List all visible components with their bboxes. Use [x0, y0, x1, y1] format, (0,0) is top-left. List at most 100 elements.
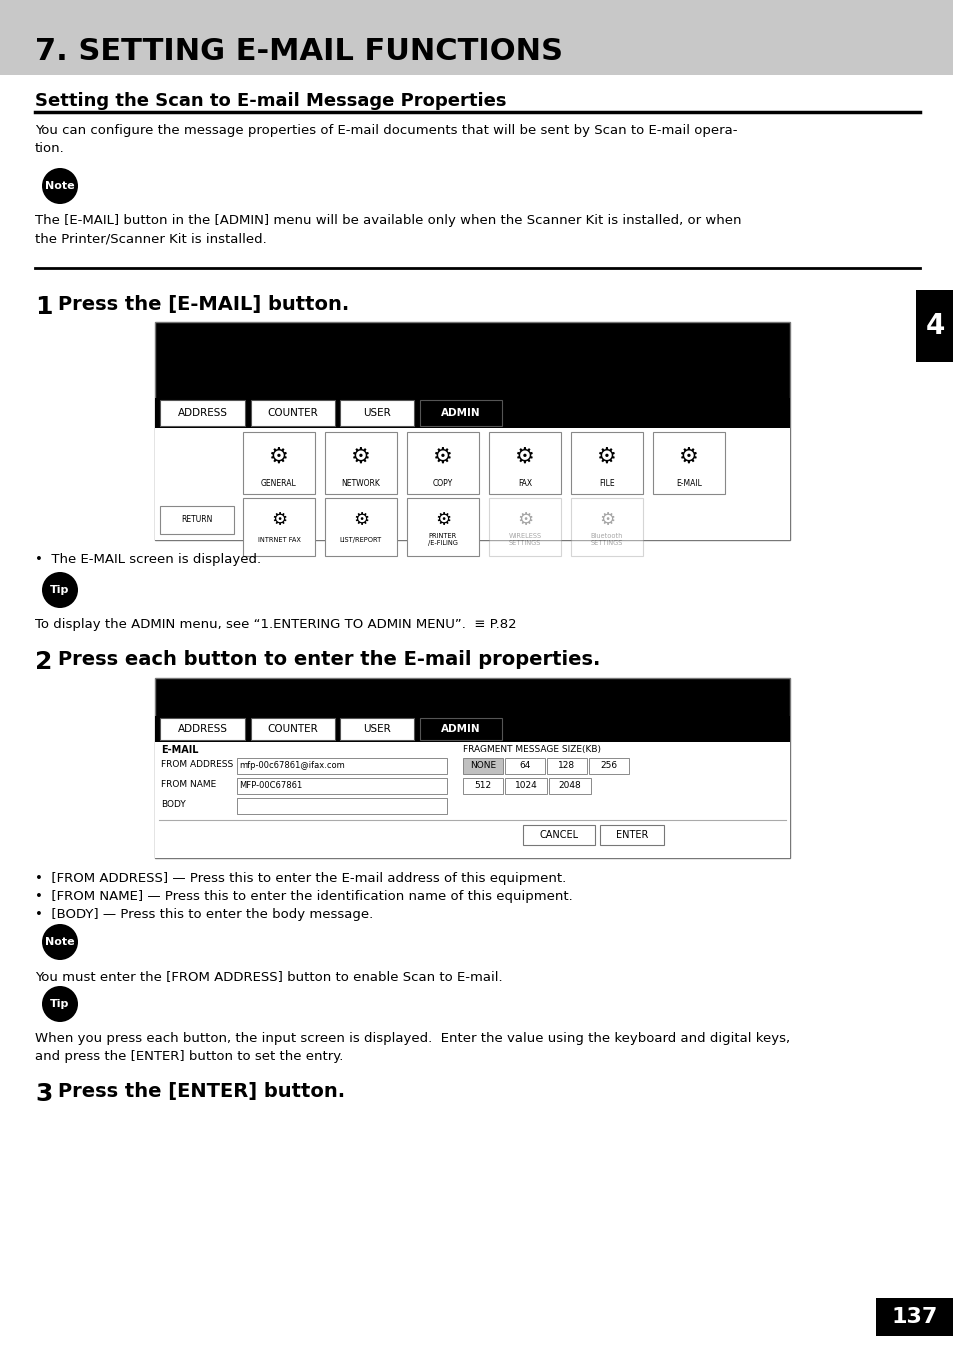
Text: NONE: NONE: [470, 762, 496, 771]
Text: ⚙: ⚙: [597, 446, 617, 466]
Bar: [154, 716, 789, 741]
Text: ⚙: ⚙: [435, 511, 451, 528]
Bar: [154, 741, 789, 857]
Text: 1024: 1024: [514, 782, 537, 790]
Text: •  [FROM NAME] — Press this to enter the identification name of this equipment.: • [FROM NAME] — Press this to enter the …: [35, 890, 572, 903]
Circle shape: [42, 985, 78, 1022]
Text: mfp-00c67861@ifax.com: mfp-00c67861@ifax.com: [239, 762, 344, 771]
Bar: [546, 758, 586, 774]
Text: INTRNET FAX: INTRNET FAX: [257, 537, 300, 543]
Text: Tip: Tip: [51, 585, 70, 594]
Text: To display the ADMIN menu, see “1.ENTERING TO ADMIN MENU”.  ≡ P.82: To display the ADMIN menu, see “1.ENTERI…: [35, 617, 517, 631]
Text: •  [BODY] — Press this to enter the body message.: • [BODY] — Press this to enter the body …: [35, 909, 373, 921]
Bar: [571, 431, 642, 493]
Text: and press the [ENTER] button to set the entry.: and press the [ENTER] button to set the …: [35, 1050, 343, 1064]
Bar: [236, 778, 447, 794]
Text: ⚙: ⚙: [598, 511, 615, 528]
Text: CANCEL: CANCEL: [538, 830, 578, 840]
Text: ⚙: ⚙: [517, 511, 533, 528]
Text: PRINTER
/E-FILING: PRINTER /E-FILING: [428, 534, 457, 546]
Bar: [462, 758, 502, 774]
Bar: [462, 778, 502, 794]
Bar: [0, 0, 953, 75]
Circle shape: [42, 572, 78, 608]
Bar: [548, 778, 590, 794]
Text: tion.: tion.: [35, 142, 65, 155]
Text: The [E-MAIL] button in the [ADMIN] menu will be available only when the Scanner : The [E-MAIL] button in the [ADMIN] menu …: [35, 214, 740, 226]
Text: ⚙: ⚙: [515, 446, 535, 466]
Circle shape: [42, 168, 78, 204]
Bar: [407, 431, 478, 493]
Text: 7. SETTING E-MAIL FUNCTIONS: 7. SETTING E-MAIL FUNCTIONS: [35, 38, 562, 66]
Text: You must enter the [FROM ADDRESS] button to enable Scan to E-mail.: You must enter the [FROM ADDRESS] button…: [35, 971, 502, 983]
Bar: [236, 758, 447, 774]
Bar: [325, 431, 396, 493]
Text: Note: Note: [45, 181, 74, 191]
Bar: [154, 398, 789, 429]
Text: the Printer/Scanner Kit is installed.: the Printer/Scanner Kit is installed.: [35, 232, 267, 245]
Bar: [571, 497, 642, 555]
Text: 2048: 2048: [558, 782, 580, 790]
Text: You can configure the message properties of E-mail documents that will be sent b: You can configure the message properties…: [35, 124, 737, 137]
Text: 128: 128: [558, 762, 575, 771]
Text: Bluetooth
SETTINGS: Bluetooth SETTINGS: [590, 534, 622, 546]
Bar: [652, 431, 724, 493]
Bar: [915, 290, 953, 363]
Text: ⚙: ⚙: [271, 511, 287, 528]
Bar: [243, 497, 314, 555]
Text: ADMIN: ADMIN: [440, 408, 480, 418]
Bar: [522, 825, 595, 845]
Bar: [160, 400, 245, 426]
Text: ADDRESS: ADDRESS: [177, 724, 227, 735]
Text: When you press each button, the input screen is displayed.  Enter the value usin: When you press each button, the input sc…: [35, 1033, 789, 1045]
Text: USER: USER: [363, 408, 391, 418]
Text: GENERAL: GENERAL: [261, 480, 296, 488]
Text: E-MAIL: E-MAIL: [161, 745, 198, 755]
Text: FAX: FAX: [517, 480, 532, 488]
Text: FROM NAME: FROM NAME: [161, 780, 216, 789]
Text: FROM ADDRESS: FROM ADDRESS: [161, 760, 233, 768]
Text: NETWORK: NETWORK: [341, 480, 380, 488]
Text: E-MAIL: E-MAIL: [676, 480, 701, 488]
Text: 512: 512: [474, 782, 491, 790]
Text: •  The E-MAIL screen is displayed.: • The E-MAIL screen is displayed.: [35, 553, 261, 566]
Text: FRAGMENT MESSAGE SIZE(KB): FRAGMENT MESSAGE SIZE(KB): [462, 745, 600, 754]
Bar: [599, 825, 663, 845]
Text: ⚙: ⚙: [679, 446, 699, 466]
Bar: [504, 778, 546, 794]
Circle shape: [42, 923, 78, 960]
Bar: [489, 431, 560, 493]
Text: ADMIN: ADMIN: [440, 724, 480, 735]
Text: ⚙: ⚙: [353, 511, 369, 528]
Bar: [875, 1298, 953, 1336]
Text: COPY: COPY: [433, 480, 453, 488]
Text: 137: 137: [891, 1308, 937, 1326]
Text: MFP-00C67861: MFP-00C67861: [239, 782, 302, 790]
Bar: [251, 718, 335, 740]
Text: Setting the Scan to E-mail Message Properties: Setting the Scan to E-mail Message Prope…: [35, 92, 506, 111]
Bar: [489, 497, 560, 555]
Bar: [251, 400, 335, 426]
Bar: [339, 400, 414, 426]
Bar: [154, 322, 789, 541]
Text: Press the [ENTER] button.: Press the [ENTER] button.: [58, 1082, 345, 1101]
Text: 3: 3: [35, 1082, 52, 1105]
Text: 4: 4: [924, 311, 943, 340]
Text: COUNTER: COUNTER: [268, 724, 318, 735]
Text: 64: 64: [518, 762, 530, 771]
Bar: [419, 718, 501, 740]
Text: RETURN: RETURN: [181, 515, 213, 524]
Text: ⚙: ⚙: [351, 446, 371, 466]
Bar: [407, 497, 478, 555]
Text: ⚙: ⚙: [433, 446, 453, 466]
Text: BODY: BODY: [161, 799, 186, 809]
Text: LIST/REPORT: LIST/REPORT: [339, 537, 382, 543]
Text: Note: Note: [45, 937, 74, 948]
Bar: [325, 497, 396, 555]
Bar: [588, 758, 628, 774]
Text: USER: USER: [363, 724, 391, 735]
Text: ⚙: ⚙: [269, 446, 289, 466]
Text: 2: 2: [35, 650, 52, 674]
Bar: [154, 678, 789, 857]
Bar: [419, 400, 501, 426]
